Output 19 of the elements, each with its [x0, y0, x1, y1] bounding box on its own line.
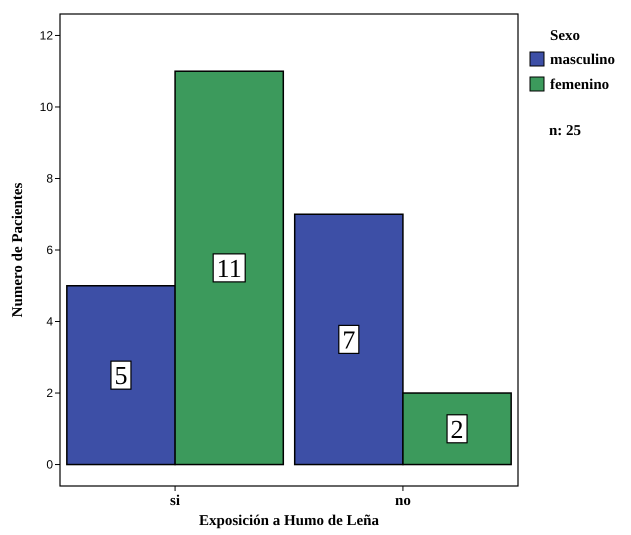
y-tick-label: 8 — [46, 171, 54, 186]
data-label: 5 — [114, 361, 128, 390]
y-axis-title: Numero de Pacientes — [10, 182, 26, 318]
y-tick-label: 4 — [46, 314, 54, 329]
y-tick-label: 10 — [40, 100, 54, 114]
data-label: 11 — [216, 254, 242, 283]
y-tick-label: 6 — [46, 243, 54, 257]
x-tick-label: no — [395, 493, 411, 509]
legend-title: Sexo — [550, 28, 580, 44]
legend-label: masculino — [550, 52, 616, 68]
y-tick-label: 2 — [46, 386, 54, 400]
data-label: 2 — [450, 414, 464, 444]
x-tick-label: si — [170, 493, 180, 509]
y-tick-label: 0 — [46, 458, 54, 472]
data-label: 7 — [342, 325, 356, 354]
x-axis-title: Exposición a Humo de Leña — [198, 513, 380, 529]
legend-label: femenino — [550, 77, 610, 93]
text: n: 25 — [548, 123, 582, 139]
y-tick-label: 12 — [40, 28, 54, 42]
